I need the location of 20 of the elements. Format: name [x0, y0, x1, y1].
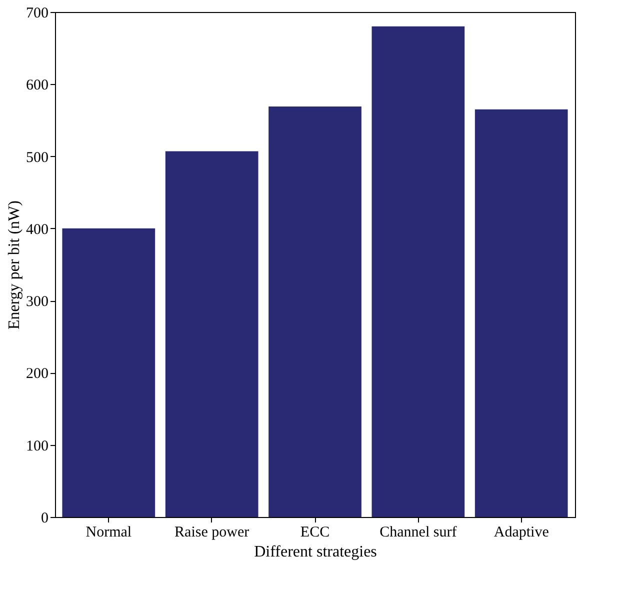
- x-tick-label: ECC: [300, 524, 330, 540]
- y-tick-label: 100: [26, 438, 48, 454]
- x-tick-label: Channel surf: [380, 524, 457, 540]
- bar: [372, 26, 465, 517]
- bar: [474, 109, 568, 517]
- x-tick-label: Normal: [86, 524, 132, 540]
- y-tick-label: 0: [41, 510, 48, 526]
- y-axis-title: Energy per bit (nW): [6, 200, 23, 330]
- bar: [165, 151, 258, 517]
- y-tick-label: 500: [26, 150, 48, 166]
- bar: [268, 106, 362, 517]
- bar: [62, 228, 156, 517]
- y-tick-label: 200: [26, 366, 48, 382]
- y-tick-label: 700: [26, 6, 48, 22]
- y-tick-label: 400: [26, 222, 48, 238]
- x-tick-label: Adaptive: [494, 524, 550, 540]
- x-tick-label: Raise power: [174, 524, 250, 540]
- x-axis-title: Different strategies: [254, 544, 377, 560]
- y-tick-label: 600: [26, 78, 48, 94]
- y-tick-label: 300: [26, 294, 48, 310]
